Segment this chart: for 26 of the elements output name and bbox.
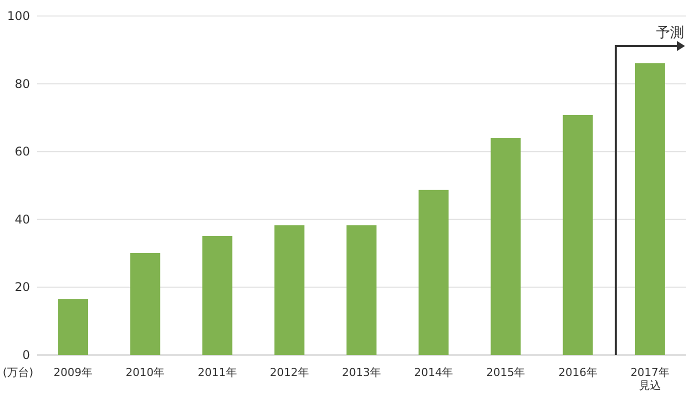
bar bbox=[418, 190, 449, 355]
y-tick-label: 100 bbox=[7, 9, 30, 23]
x-tick-label: 2011年 bbox=[198, 366, 237, 379]
annotation: 予測 bbox=[656, 25, 684, 41]
bar bbox=[634, 63, 665, 355]
bar bbox=[58, 299, 88, 355]
y-tick-label: 0 bbox=[22, 348, 30, 362]
x-tick-label: 2010年 bbox=[126, 366, 165, 379]
bar bbox=[274, 225, 304, 355]
y-axis-title: (万台) bbox=[2, 366, 34, 379]
y-tick-label: 80 bbox=[14, 76, 30, 91]
x-tick-label: 2015年 bbox=[486, 366, 526, 379]
y-tick-label: 40 bbox=[14, 212, 30, 226]
x-tick-label: 2012年 bbox=[270, 366, 309, 379]
bar bbox=[490, 138, 521, 355]
y-tick-label: 60 bbox=[14, 144, 30, 159]
bar bbox=[346, 225, 376, 355]
y-tick-label: 20 bbox=[14, 280, 30, 294]
bar bbox=[202, 236, 232, 355]
bar bbox=[130, 252, 160, 355]
x-tick-label: 2016年 bbox=[558, 366, 598, 379]
x-tick-label: 2014年 bbox=[414, 366, 454, 379]
x-tick-label: 2013年 bbox=[342, 366, 381, 379]
bar bbox=[562, 114, 593, 355]
x-tick-label: 2009年 bbox=[54, 366, 93, 379]
x-tick-label: 2017年見込 bbox=[630, 366, 670, 392]
